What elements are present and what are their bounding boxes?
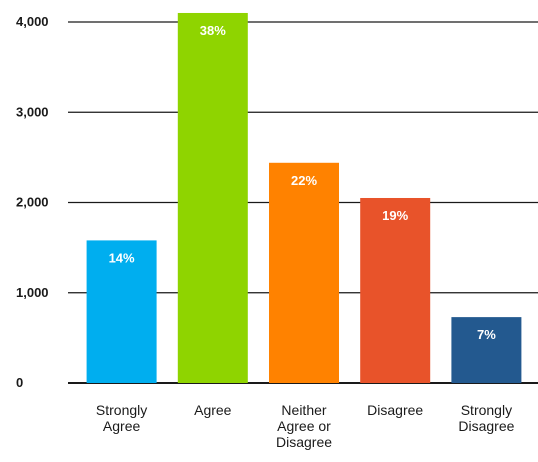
y-tick-label: 3,000 [16, 104, 49, 119]
bar [86, 240, 157, 383]
y-tick-label: 4,000 [16, 14, 49, 29]
data-label: 22% [291, 173, 317, 188]
y-tick-label: 0 [16, 375, 23, 390]
data-label: 38% [200, 23, 226, 38]
bar [177, 12, 248, 383]
bar [360, 197, 431, 383]
x-tick-label: Strongly Agree [96, 402, 147, 434]
x-tick-label: Strongly Disagree [458, 402, 514, 434]
data-label: 7% [477, 327, 496, 342]
data-label: 14% [109, 250, 135, 265]
x-tick-label: Neither Agree or Disagree [276, 402, 332, 450]
bar [269, 162, 339, 383]
bar [451, 317, 522, 383]
data-label: 19% [382, 208, 408, 223]
y-tick-label: 2,000 [16, 195, 49, 210]
y-tick-label: 1,000 [16, 285, 49, 300]
x-tick-label: Disagree [367, 402, 423, 418]
x-tick-label: Agree [194, 402, 232, 418]
